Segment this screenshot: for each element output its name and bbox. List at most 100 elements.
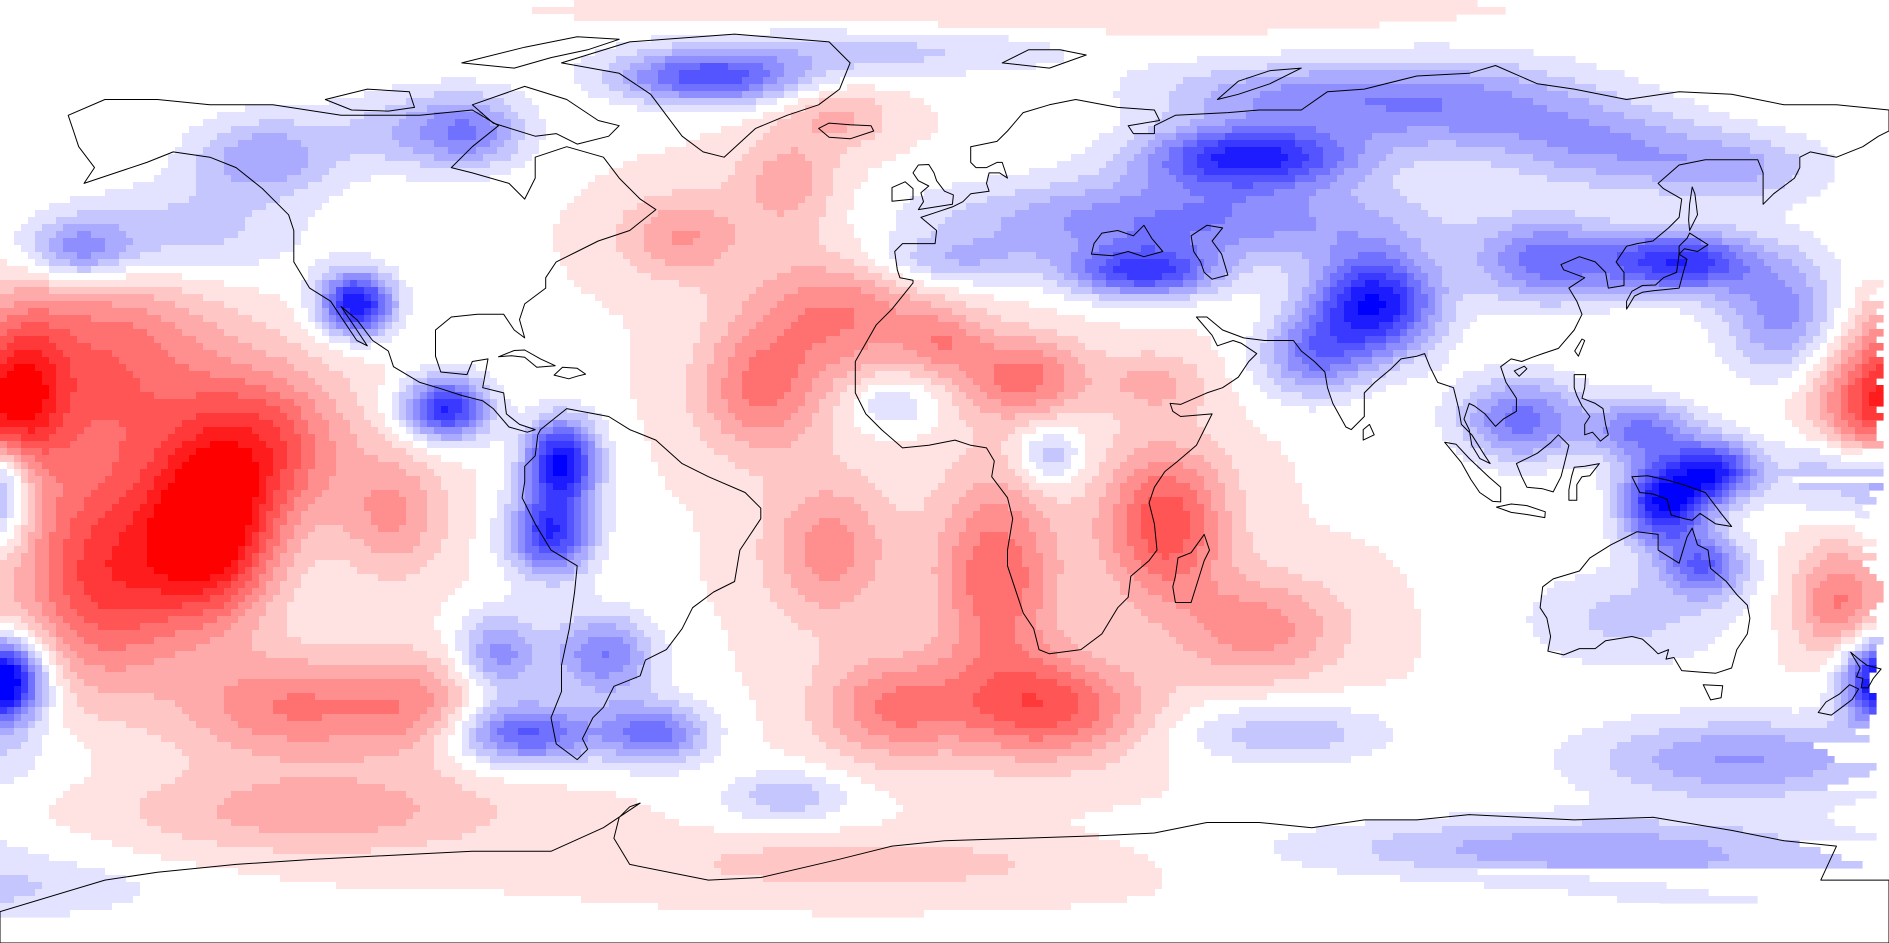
field-cell — [1127, 273, 1163, 281]
field-cell — [651, 672, 673, 680]
field-cell — [329, 294, 337, 302]
field-cell — [42, 686, 50, 694]
field-cell — [1442, 399, 1464, 407]
field-cell — [7, 469, 15, 477]
field-cell — [7, 448, 22, 456]
field-cell — [147, 462, 169, 470]
field-cell — [287, 175, 323, 183]
field-cell — [42, 371, 57, 379]
field-cell — [651, 441, 708, 449]
field-cell — [35, 455, 120, 463]
field-cell — [252, 427, 281, 435]
field-cell — [763, 518, 785, 526]
field-cell — [1862, 280, 1884, 288]
field-cell — [1841, 406, 1849, 414]
field-cell — [840, 357, 932, 365]
field-cell — [1351, 280, 1366, 288]
field-cell — [1610, 497, 1618, 505]
field-cell — [819, 217, 848, 225]
field-cell — [231, 560, 239, 568]
field-cell — [63, 413, 197, 421]
field-cell — [595, 462, 603, 470]
field-cell — [1722, 588, 1744, 596]
field-cell — [1183, 154, 1198, 162]
field-cell — [1197, 133, 1226, 141]
field-cell — [1113, 238, 1191, 246]
field-cell — [420, 406, 428, 414]
field-cell — [1414, 161, 1492, 169]
field-cell — [721, 742, 771, 750]
field-cell — [1330, 182, 1359, 190]
field-cell — [567, 532, 575, 540]
field-cell — [329, 252, 372, 260]
field-cell — [1295, 350, 1317, 358]
field-cell — [1001, 385, 1037, 393]
field-cell — [497, 560, 512, 568]
field-cell — [1386, 105, 1443, 113]
field-cell — [1645, 455, 1660, 463]
field-cell — [1421, 203, 1793, 211]
field-cell — [392, 322, 407, 330]
field-cell — [490, 161, 526, 169]
field-cell — [931, 273, 1044, 281]
field-cell — [602, 497, 617, 505]
field-cell — [1281, 609, 1317, 617]
field-cell — [1834, 385, 1842, 393]
field-cell — [462, 735, 470, 743]
field-cell — [693, 735, 708, 743]
field-cell — [1435, 329, 1450, 337]
field-cell — [14, 483, 22, 491]
field-cell — [1764, 560, 1779, 568]
field-cell — [679, 497, 764, 505]
field-cell — [343, 413, 365, 421]
field-cell — [1750, 329, 1807, 337]
field-cell — [700, 714, 722, 722]
field-cell — [1225, 504, 1247, 512]
field-cell — [875, 133, 932, 141]
field-cell — [0, 777, 15, 785]
field-cell — [700, 287, 757, 295]
field-cell — [1736, 224, 1800, 232]
field-cell — [644, 56, 666, 64]
field-cell — [651, 805, 729, 813]
field-cell — [1211, 280, 1233, 288]
field-cell — [483, 420, 491, 428]
field-cell — [1183, 504, 1205, 512]
field-cell — [658, 623, 722, 631]
field-cell — [1225, 371, 1254, 379]
field-cell — [63, 700, 78, 708]
field-cell — [1379, 308, 1401, 316]
field-cell — [1799, 301, 1814, 309]
field-cell — [1596, 483, 1611, 491]
field-cell — [0, 14, 575, 22]
field-cell — [1743, 518, 1863, 526]
field-cell — [1428, 210, 1513, 218]
field-cell — [924, 644, 953, 652]
field-cell — [1386, 301, 1401, 309]
field-cell — [532, 539, 540, 547]
field-cell — [0, 679, 22, 687]
field-cell — [525, 161, 624, 169]
field-cell — [1155, 210, 1233, 218]
coastline-new-zealand-south — [1817, 684, 1860, 716]
field-cell — [1680, 448, 1716, 456]
field-cell — [280, 476, 295, 484]
field-cell — [140, 798, 225, 806]
field-cell — [224, 630, 253, 638]
field-cell — [1421, 630, 1534, 638]
field-cell — [168, 462, 183, 470]
field-cell — [1519, 63, 1597, 71]
field-cell — [560, 539, 575, 547]
field-cell — [1855, 623, 1863, 631]
field-cell — [1799, 294, 1814, 302]
field-cell — [1029, 483, 1086, 491]
field-cell — [112, 504, 141, 512]
field-cell — [1239, 399, 1282, 407]
field-cell — [805, 700, 834, 708]
field-cell — [1806, 588, 1814, 596]
field-cell — [910, 147, 1086, 155]
field-cell — [1407, 280, 1422, 288]
field-cell — [581, 658, 631, 666]
field-cell — [112, 462, 148, 470]
field-cell — [1043, 434, 1065, 442]
